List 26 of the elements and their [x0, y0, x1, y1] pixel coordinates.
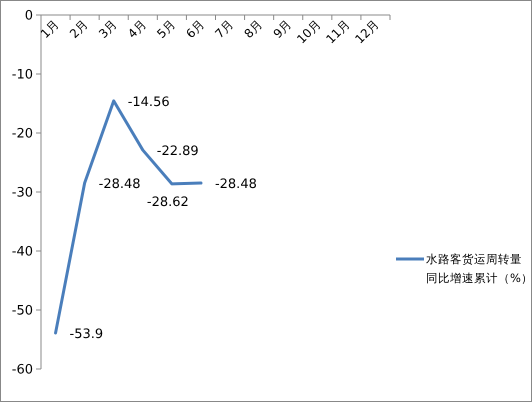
- x-tick-label: 9月: [270, 17, 294, 42]
- y-tick-label: -20: [12, 126, 33, 142]
- x-tick-label: 10月: [294, 17, 324, 46]
- legend-label: 水路客货运周转量同比增速累计（%）: [426, 252, 532, 285]
- x-tick-label: 11月: [323, 17, 352, 46]
- x-tick-label: 8月: [241, 17, 266, 42]
- y-tick-label: -30: [12, 186, 33, 201]
- x-tick-label: 3月: [96, 17, 120, 42]
- data-label: -14.56: [128, 94, 170, 110]
- x-tick-label: 2月: [66, 17, 91, 42]
- x-tick-label: 4月: [125, 17, 149, 42]
- y-tick-label: -50: [12, 304, 33, 319]
- data-label: -53.9: [70, 327, 104, 342]
- data-label: -22.89: [156, 144, 199, 160]
- x-tick-label: 12月: [352, 17, 382, 46]
- data-label: -28.48: [214, 177, 257, 192]
- data-label: -28.62: [146, 194, 189, 210]
- x-tick-label: 6月: [183, 17, 208, 42]
- x-tick-label: 5月: [154, 17, 178, 42]
- y-tick-label: -40: [12, 244, 33, 260]
- y-tick-label: -60: [12, 362, 33, 378]
- x-tick-label: 7月: [212, 17, 236, 42]
- data-label: -28.48: [98, 177, 141, 192]
- x-tick-label: 1月: [38, 17, 62, 42]
- y-tick-label: -10: [12, 68, 33, 83]
- y-tick-label: 0: [24, 8, 33, 24]
